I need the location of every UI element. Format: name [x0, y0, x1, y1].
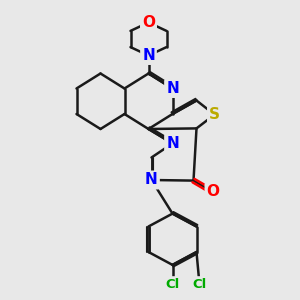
Text: O: O: [142, 15, 155, 30]
Text: N: N: [166, 81, 179, 96]
Text: O: O: [206, 184, 220, 200]
Text: N: N: [166, 136, 179, 151]
Text: Cl: Cl: [165, 278, 180, 291]
Text: N: N: [145, 172, 158, 188]
Text: S: S: [209, 107, 220, 122]
Text: N: N: [142, 48, 155, 63]
Text: Cl: Cl: [192, 278, 207, 291]
